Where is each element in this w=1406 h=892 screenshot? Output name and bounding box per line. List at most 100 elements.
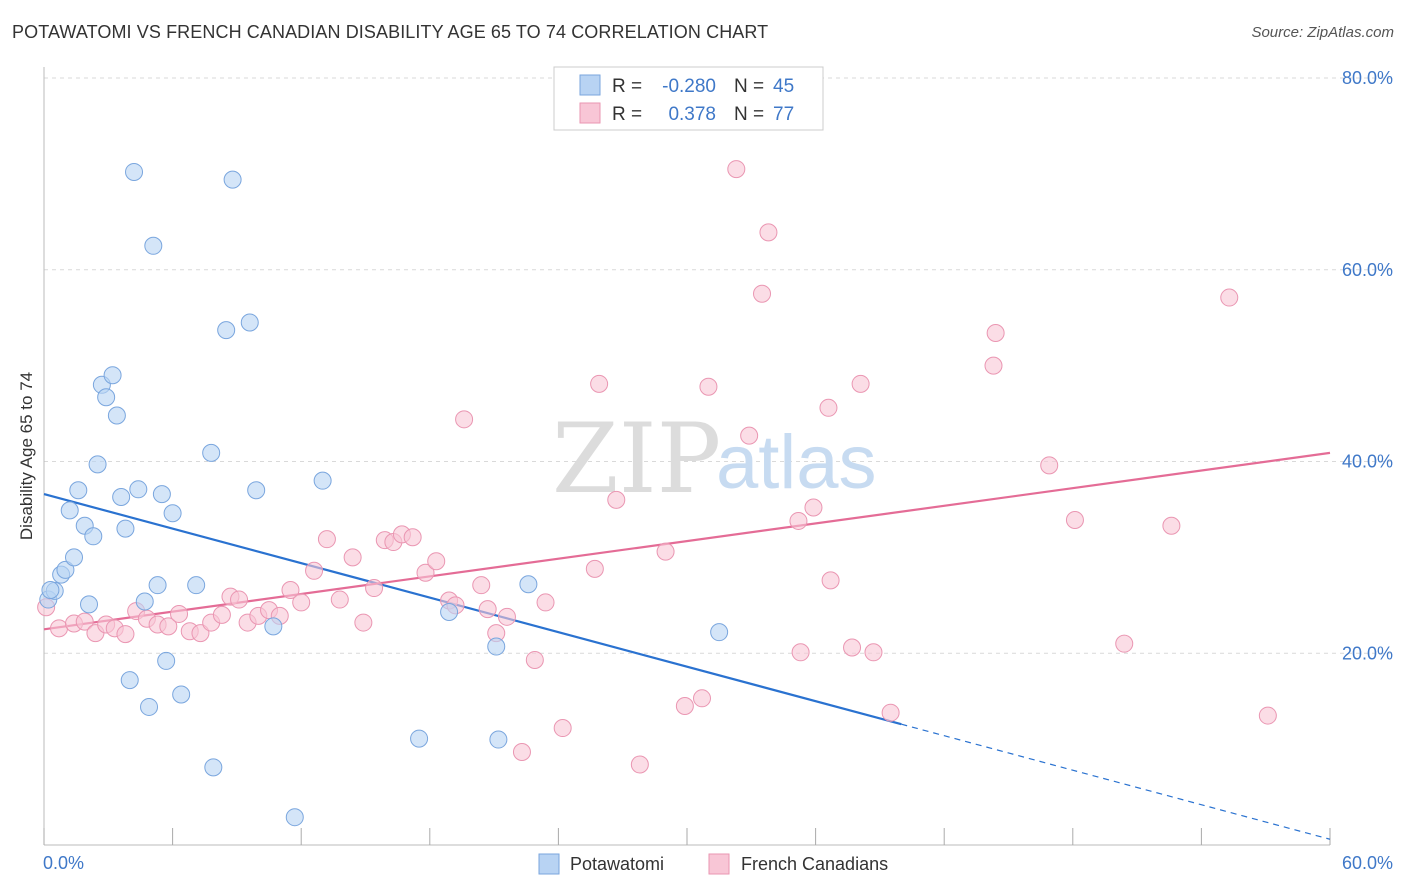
data-point-french-canadians [693, 689, 712, 708]
y-tick-labels: 20.0% 40.0% 60.0% 80.0% [1342, 68, 1393, 663]
data-point-french-canadians [699, 377, 718, 396]
data-point-french-canadians [553, 719, 572, 738]
stats-legend: R = -0.280 N = 45 R = 0.378 N = 77 [553, 66, 824, 131]
legend-r-label: R = [612, 76, 642, 97]
data-point-potawatomi [240, 313, 259, 332]
data-point-french-canadians [821, 571, 840, 590]
data-point-potawatomi [217, 321, 236, 340]
data-point-french-canadians [403, 528, 422, 547]
data-point-french-canadians [1115, 634, 1134, 653]
series-legend: Potawatomi French Canadians [538, 853, 888, 875]
data-point-potawatomi [264, 617, 283, 636]
data-point-potawatomi [84, 527, 103, 546]
legend-n-label: N = [734, 104, 764, 125]
y-tick-label: 40.0% [1342, 452, 1393, 472]
data-point-french-canadians [819, 398, 838, 417]
watermark-zip: ZIP [552, 403, 721, 515]
data-point-french-canadians [512, 743, 531, 762]
data-point-french-canadians [305, 561, 324, 580]
data-point-french-canadians [1065, 510, 1084, 529]
data-point-french-canadians [881, 703, 900, 722]
data-point-french-canadians [281, 580, 300, 599]
data-point-french-canadians [497, 607, 516, 626]
source-credit: Source: ZipAtlas.com [1251, 24, 1394, 41]
data-point-french-canadians [317, 530, 336, 549]
data-point-potawatomi [710, 623, 729, 642]
data-point-potawatomi [116, 519, 135, 538]
data-point-french-canadians [427, 552, 446, 571]
legend-n-label: N = [734, 76, 764, 97]
data-point-french-canadians [1220, 288, 1239, 307]
data-point-french-canadians [75, 612, 94, 631]
series-legend-swatch-french-canadians [708, 853, 730, 875]
gridlines [44, 77, 1392, 654]
data-point-potawatomi [80, 595, 99, 614]
data-point-french-canadians [753, 284, 772, 303]
series-legend-swatch-potawatomi [538, 853, 560, 875]
data-point-french-canadians [791, 643, 810, 662]
data-point-french-canadians [789, 511, 808, 530]
data-point-french-canadians [292, 593, 311, 612]
legend-r-label: R = [612, 104, 642, 125]
data-point-french-canadians [843, 638, 862, 657]
axes [43, 67, 1331, 846]
data-point-french-canadians [864, 643, 883, 662]
data-point-potawatomi [223, 170, 242, 189]
potawatomi-points [39, 162, 729, 827]
data-point-french-canadians [1040, 456, 1059, 475]
data-point-french-canadians [191, 624, 210, 643]
series-legend-label-potawatomi: Potawatomi [570, 854, 664, 874]
series-legend-label-french-canadians: French Canadians [741, 854, 888, 874]
data-point-french-canadians [656, 542, 675, 561]
data-point-french-canadians [525, 650, 544, 669]
data-point-potawatomi [56, 560, 75, 579]
legend-n-value: 77 [773, 104, 794, 125]
x-tick-label-min: 0.0% [43, 853, 84, 873]
data-point-french-canadians [472, 576, 491, 595]
data-point-potawatomi [163, 504, 182, 523]
data-point-potawatomi [489, 730, 508, 749]
trendlines [43, 451, 1331, 840]
data-point-potawatomi [65, 548, 84, 567]
data-point-potawatomi [519, 575, 538, 594]
data-point-french-canadians [159, 617, 178, 636]
data-point-potawatomi [204, 758, 223, 777]
data-point-french-canadians [1162, 516, 1181, 535]
data-point-potawatomi [129, 480, 148, 499]
data-point-french-canadians [365, 579, 384, 598]
data-point-potawatomi [120, 671, 139, 690]
legend-r-value: -0.280 [662, 76, 716, 97]
data-point-french-canadians [116, 625, 135, 644]
legend-swatch-potawatomi [579, 74, 601, 96]
x-tick-label-max: 60.0% [1342, 853, 1393, 873]
data-point-french-canadians [230, 590, 249, 609]
data-point-potawatomi [97, 388, 116, 407]
data-point-french-canadians [212, 605, 231, 624]
data-point-potawatomi [103, 366, 122, 385]
data-point-french-canadians [50, 619, 69, 638]
data-point-french-canadians [354, 613, 373, 632]
data-point-potawatomi [148, 576, 167, 595]
chart-title: POTAWATOMI VS FRENCH CANADIAN DISABILITY… [12, 22, 769, 42]
data-point-french-canadians [986, 324, 1005, 343]
watermark-atlas: atlas [716, 420, 877, 505]
data-point-potawatomi [157, 651, 176, 670]
data-point-french-canadians [804, 498, 823, 517]
data-point-french-canadians [536, 593, 555, 612]
data-point-potawatomi [144, 236, 163, 255]
data-point-french-canadians [590, 374, 609, 393]
data-point-french-canadians [851, 374, 870, 393]
data-point-french-canadians [343, 548, 362, 567]
data-point-french-canadians [607, 490, 626, 509]
data-point-potawatomi [107, 406, 126, 425]
data-point-potawatomi [247, 481, 266, 500]
french-canadians-trendline [43, 451, 1331, 631]
data-point-potawatomi [313, 471, 332, 490]
data-point-french-canadians [630, 755, 649, 774]
data-point-potawatomi [410, 729, 429, 748]
y-tick-label: 80.0% [1342, 68, 1393, 88]
data-point-french-canadians [478, 600, 497, 619]
data-point-potawatomi [152, 485, 171, 504]
